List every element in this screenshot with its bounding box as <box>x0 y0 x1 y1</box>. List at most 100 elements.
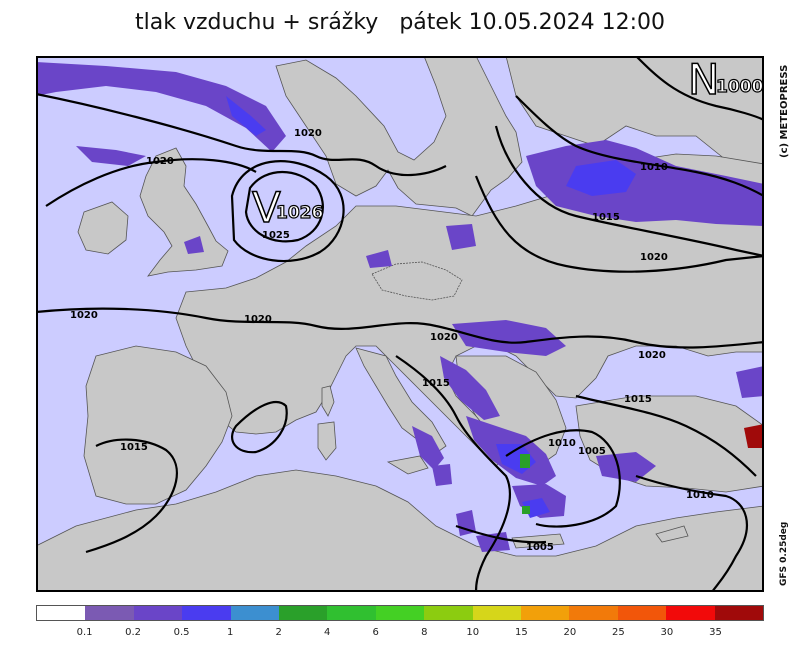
legend-swatch <box>714 606 764 620</box>
sardinia <box>317 421 337 461</box>
precip-crete-heavy <box>522 506 530 514</box>
isobar-label: 1015 <box>422 378 450 389</box>
isobar-continent-1020 <box>36 307 764 349</box>
legend-swatch <box>37 606 86 620</box>
legend-tick-label: 8 <box>421 627 428 638</box>
precip-greece-heavy <box>520 454 530 468</box>
isobars <box>36 56 764 592</box>
legend-tick-label: 20 <box>563 627 577 638</box>
isobar-label: 1005 <box>578 446 606 457</box>
legend-tick-label: 15 <box>514 627 528 638</box>
finland <box>505 56 764 169</box>
iberia <box>83 345 233 505</box>
legend-tick-label: 30 <box>660 627 674 638</box>
isobar-label: 1020 <box>638 350 666 361</box>
legend-tick-label: 10 <box>466 627 480 638</box>
legend-swatch <box>327 606 376 620</box>
precip-britain <box>76 146 146 166</box>
precip-north-atlantic <box>36 62 286 152</box>
legend-tick-label: 35 <box>709 627 722 638</box>
legend-swatch <box>375 606 425 620</box>
isobar-west-1020 <box>45 158 257 207</box>
sicily <box>386 455 429 475</box>
copyright-label: (c) METEOPRESS <box>779 64 790 158</box>
precip-turkey-east <box>736 366 764 398</box>
precip-hungary <box>452 320 566 356</box>
legend-tick-label: 1 <box>226 627 234 638</box>
isobar-north-1020 <box>36 92 447 177</box>
title-text: tlak vzduchu + srážky <box>134 10 379 35</box>
precip-russia-core <box>566 160 636 196</box>
ireland <box>77 201 129 255</box>
isobar-italy-1015 <box>395 355 511 592</box>
isobar-label: 1020 <box>294 128 322 139</box>
great-britain <box>139 147 229 277</box>
precip-tunisia <box>432 464 452 486</box>
isobar-africa-1005 <box>455 524 547 544</box>
precipitation-legend <box>36 605 764 621</box>
low-value: 1000 <box>716 77 763 97</box>
pressure-low: N 1000 <box>687 56 764 105</box>
precip-heavy-east <box>744 424 764 448</box>
isobar-label: 1020 <box>244 314 272 325</box>
legend-swatch <box>569 606 618 620</box>
isobar-label: 1015 <box>120 442 148 453</box>
map-title: tlak vzduchu + srážky pátek 10.05.2024 1… <box>0 10 800 35</box>
isobar-label: 1020 <box>430 332 458 343</box>
legend-swatch <box>472 606 522 620</box>
isobar-label: 1025 <box>262 230 290 241</box>
legend-swatch <box>85 606 134 620</box>
low-letter: N <box>688 56 719 104</box>
isobar-label: 1020 <box>640 252 668 263</box>
legend-swatch <box>230 606 280 620</box>
isobar-high-1025 <box>230 160 345 263</box>
legend-swatch <box>133 606 183 620</box>
legend-swatch <box>424 606 473 620</box>
legend-swatch <box>279 606 328 620</box>
isobar-label: 1020 <box>70 310 98 321</box>
legend-ticks: 0.1 0.2 0.5 1 2 4 6 8 10 15 20 25 30 35 <box>36 627 764 641</box>
weather-map: 1020 1020 1025 1020 1020 1020 1010 1015 … <box>36 56 764 592</box>
isobar-labels: 1020 1020 1025 1020 1020 1020 1010 1015 … <box>70 128 714 553</box>
legend-swatch <box>617 606 667 620</box>
isobar-iberia-1015 <box>85 438 178 554</box>
pressure-high: V 1026 <box>251 182 324 233</box>
isobar-label: 1020 <box>146 156 174 167</box>
isobar-label: 1010 <box>686 490 714 501</box>
cyprus <box>655 525 689 543</box>
legend-swatch <box>521 606 570 620</box>
legend-tick-label: 0.2 <box>125 627 142 638</box>
isobar-label: 1015 <box>624 394 652 405</box>
isobar-aegean-1010 <box>505 429 621 528</box>
isobar-east-1015 <box>494 125 764 258</box>
precip-london <box>184 236 204 254</box>
precip-norway-core <box>226 96 266 136</box>
precip-adriatic <box>440 356 500 420</box>
precip-turkey <box>596 452 656 482</box>
corsica <box>321 385 335 417</box>
map-border <box>36 56 764 592</box>
scandinavia <box>275 56 523 217</box>
high-letter: V <box>252 183 281 232</box>
isobar-label: 1015 <box>592 212 620 223</box>
legend-tick-label: 6 <box>372 627 379 638</box>
isobar-med-1015 <box>231 401 288 454</box>
legend-tick-label: 0.1 <box>76 627 93 638</box>
isobar-north-low <box>635 56 764 121</box>
legend-tick-label: 25 <box>612 627 625 638</box>
legend-swatch <box>666 606 715 620</box>
legend-tick-label: 2 <box>275 627 282 638</box>
legend-swatch <box>182 606 231 620</box>
precip-italy-south <box>412 426 444 470</box>
precip-poland <box>446 224 476 250</box>
high-value: 1026 <box>276 203 323 223</box>
legend-tick-label: 4 <box>324 627 331 638</box>
czech-border <box>371 261 463 301</box>
forecast-date: pátek 10.05.2024 12:00 <box>399 10 666 35</box>
precipitation <box>36 62 764 552</box>
precip-egypt <box>476 532 510 552</box>
precip-czech-south <box>366 250 392 268</box>
crete <box>511 533 565 549</box>
isobar-turkey-1010 <box>635 474 748 592</box>
model-label: GFS 0.25deg <box>779 521 789 586</box>
